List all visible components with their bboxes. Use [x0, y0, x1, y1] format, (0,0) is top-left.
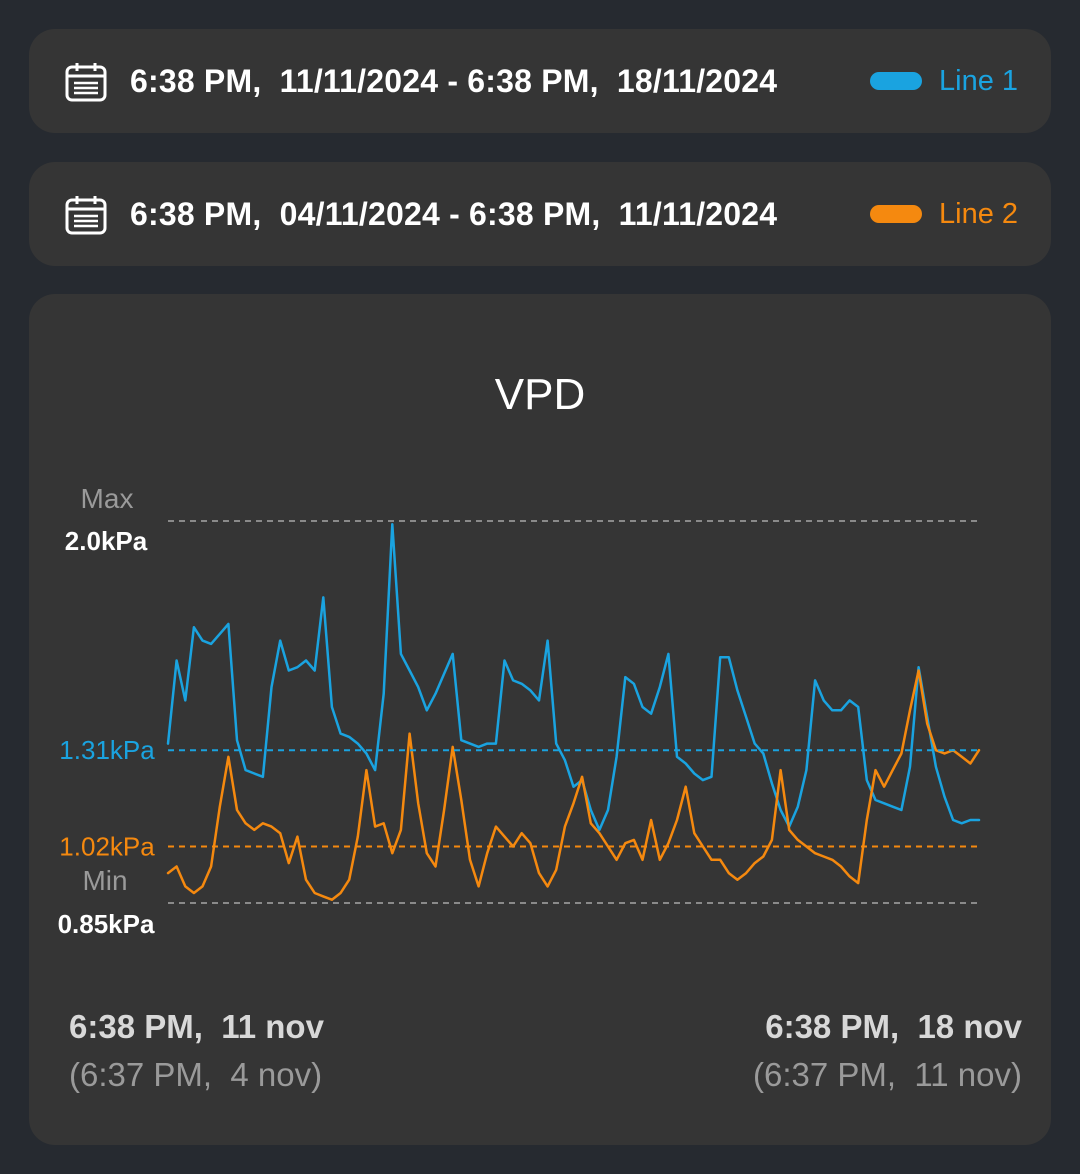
vpd-chart-card: VPD Max 2.0kPa Min 0.85kPa 1.31kPa 1.02kPa 6:…: [29, 294, 1051, 1145]
date-range-text: 6:38 PM, 11/11/2024 - 6:38 PM, 18/11/202…: [130, 63, 778, 99]
legend-swatch-line-1: [870, 72, 922, 90]
average-label-2: 1.02kPa: [59, 832, 155, 862]
date-range-text: 6:38 PM, 04/11/2024 - 6:38 PM, 11/11/202…: [130, 196, 778, 232]
date-range-card-1[interactable]: 6:38 PM, 11/11/2024 - 6:38 PM, 18/11/202…: [29, 29, 1051, 133]
calendar-icon: [65, 63, 107, 102]
min-value-label: 0.85kPa: [58, 909, 155, 939]
calendar-icon: [65, 196, 107, 235]
vpd-line-chart[interactable]: Max 2.0kPa Min 0.85kPa 1.31kPa 1.02kPa: [29, 294, 1051, 994]
x-end-time: 6:38 PM, 18 nov: [765, 1008, 1022, 1045]
average-label-1: 1.31kPa: [59, 735, 155, 765]
legend-label-line-2: Line 2: [939, 198, 1019, 230]
series-line-2: [166, 669, 981, 901]
chart-title: VPD: [494, 370, 586, 419]
date-range-card-2[interactable]: 6:38 PM, 04/11/2024 - 6:38 PM, 11/11/202…: [29, 162, 1051, 266]
min-label: Min: [82, 865, 127, 896]
max-label: Max: [81, 483, 134, 514]
x-end-prev-time: (6:37 PM, 11 nov): [752, 1056, 1022, 1093]
x-start-time: 6:38 PM, 11 nov: [69, 1008, 324, 1045]
x-start-prev-time: (6:37 PM, 4 nov): [69, 1056, 323, 1093]
legend-swatch-line-2: [870, 205, 922, 223]
series-line-1: [166, 523, 981, 832]
max-value-label: 2.0kPa: [65, 526, 148, 556]
legend-label-line-1: Line 1: [939, 65, 1019, 97]
